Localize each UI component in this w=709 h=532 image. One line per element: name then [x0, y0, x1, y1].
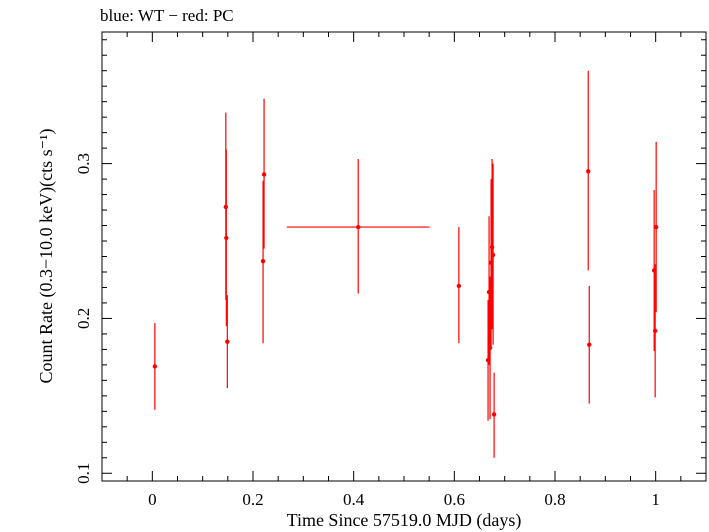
data-point-pc [224, 149, 229, 327]
x-axis-ticks: 0 0.2 0.4 0.6 0.8 1 [101, 32, 682, 509]
y-tick-label: 0.3 [74, 153, 93, 174]
data-point-pc [260, 180, 266, 344]
y-tick-label: 0.1 [74, 463, 93, 484]
point-marker [355, 224, 361, 230]
point-marker [225, 339, 230, 344]
data-point-pc [456, 227, 462, 344]
x-tick-label: 0.8 [544, 490, 565, 509]
chart-title: blue: WT − red: PC [100, 6, 234, 25]
x-tick-label: 1 [651, 490, 660, 509]
point-marker [261, 172, 267, 177]
point-marker [260, 258, 266, 264]
data-point-pc [491, 372, 497, 458]
point-marker [224, 235, 229, 241]
data-point-pc [653, 141, 659, 313]
point-marker [487, 345, 493, 351]
data-point-pc [286, 158, 430, 294]
plot-frame [101, 31, 707, 482]
point-marker [586, 169, 591, 174]
data-point-pc [586, 70, 591, 271]
y-axis-ticks: 0.1 0.2 0.3 [74, 39, 706, 484]
data-point-pc [487, 276, 493, 420]
y-axis-label: Count Rate (0.3−10.0 keV)(cts s⁻¹) [36, 128, 57, 383]
data-point-pc [587, 285, 592, 404]
point-marker [152, 364, 158, 369]
x-tick-label: 0.6 [444, 490, 465, 509]
data-points [152, 70, 659, 458]
point-marker [456, 283, 462, 289]
x-tick-label: 0.4 [343, 490, 365, 509]
data-point-pc [652, 264, 658, 398]
point-marker [491, 412, 497, 417]
point-marker [652, 328, 658, 334]
data-point-pc [261, 98, 267, 249]
point-marker [587, 342, 592, 347]
data-point-pc [490, 163, 496, 345]
point-marker [490, 252, 496, 258]
x-axis-label: Time Since 57519.0 MJD (days) [287, 510, 522, 531]
data-point-pc [225, 295, 230, 389]
x-tick-label: 0.2 [242, 490, 263, 509]
point-marker [653, 224, 659, 230]
data-point-pc [152, 323, 158, 410]
x-tick-label: 0 [148, 490, 157, 509]
y-tick-label: 0.2 [74, 308, 93, 329]
